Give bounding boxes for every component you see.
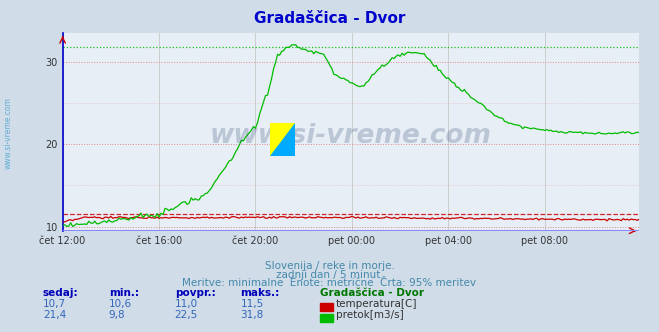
Text: 31,8: 31,8 [241, 310, 264, 320]
Polygon shape [270, 123, 295, 156]
Text: sedaj:: sedaj: [43, 289, 78, 298]
Text: www.si-vreme.com: www.si-vreme.com [210, 123, 492, 149]
Text: 9,8: 9,8 [109, 310, 125, 320]
Text: 22,5: 22,5 [175, 310, 198, 320]
Text: Gradaščica - Dvor: Gradaščica - Dvor [254, 11, 405, 26]
Text: zadnji dan / 5 minut.: zadnji dan / 5 minut. [275, 270, 384, 280]
Text: Gradaščica - Dvor: Gradaščica - Dvor [320, 289, 424, 298]
Text: pretok[m3/s]: pretok[m3/s] [336, 310, 404, 320]
Text: www.si-vreme.com: www.si-vreme.com [3, 97, 13, 169]
Polygon shape [270, 123, 295, 156]
Text: 10,7: 10,7 [43, 299, 66, 309]
Text: povpr.:: povpr.: [175, 289, 215, 298]
Text: min.:: min.: [109, 289, 139, 298]
Text: Meritve: minimalne  Enote: metrične  Črta: 95% meritev: Meritve: minimalne Enote: metrične Črta:… [183, 278, 476, 288]
Text: Slovenija / reke in morje.: Slovenija / reke in morje. [264, 261, 395, 271]
Text: temperatura[C]: temperatura[C] [336, 299, 418, 309]
Text: 10,6: 10,6 [109, 299, 132, 309]
Text: maks.:: maks.: [241, 289, 280, 298]
Text: 11,0: 11,0 [175, 299, 198, 309]
Text: 21,4: 21,4 [43, 310, 66, 320]
Text: 11,5: 11,5 [241, 299, 264, 309]
